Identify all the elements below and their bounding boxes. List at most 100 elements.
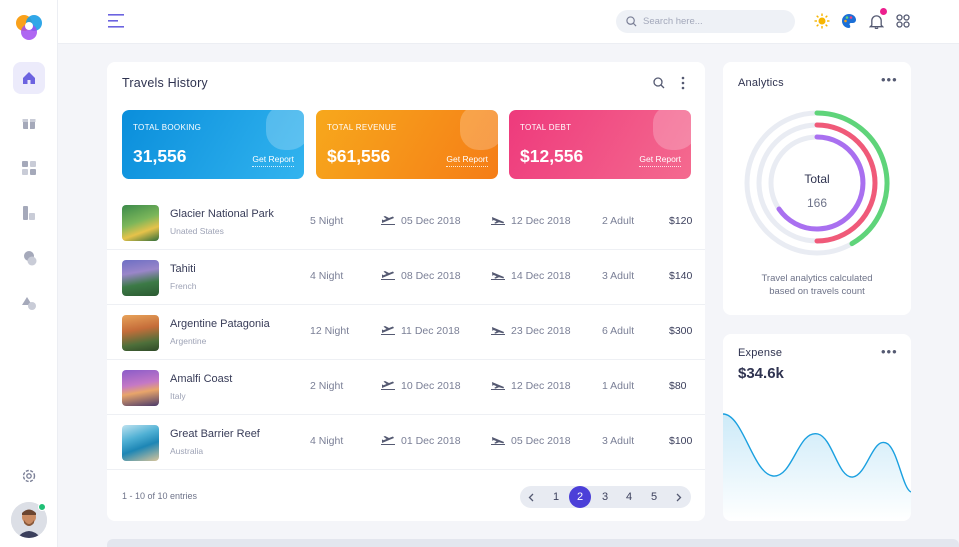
search-icon[interactable]: [653, 77, 665, 89]
destination-location: French: [170, 281, 197, 291]
next-page-button[interactable]: [668, 486, 690, 508]
prev-page-button[interactable]: [520, 486, 542, 508]
departure-date: 05 Dec 2018: [401, 215, 461, 227]
destination-thumbnail: [122, 425, 159, 461]
destination-name: Amalfi Coast: [170, 373, 233, 385]
price: $300: [669, 325, 693, 337]
table-row[interactable]: Amalfi Coast Italy 2 Night 10 Dec 2018 1…: [107, 360, 705, 415]
sidebar: [0, 0, 58, 547]
page-button-1[interactable]: 1: [552, 491, 560, 503]
table-row[interactable]: Tahiti French 4 Night 08 Dec 2018 14 Dec…: [107, 250, 705, 305]
hamburger-menu-icon[interactable]: [108, 13, 124, 29]
adults: 3 Adult: [602, 270, 635, 282]
theme-toggle-button[interactable]: [813, 12, 831, 30]
plane-departure-icon: [381, 436, 395, 445]
destination-thumbnail: [122, 260, 159, 296]
brand-logo-icon[interactable]: [14, 12, 44, 42]
docs-icon: [23, 206, 35, 220]
stat-label: TOTAL REVENUE: [327, 123, 397, 132]
expense-sparkline: [723, 413, 911, 521]
destination-thumbnail: [122, 205, 159, 241]
destination-thumbnail: [122, 370, 159, 406]
departure-date: 08 Dec 2018: [401, 270, 461, 282]
gift-icon: [22, 119, 36, 129]
more-horizontal-icon[interactable]: •••: [881, 72, 898, 87]
page-button-2[interactable]: 2: [569, 486, 591, 508]
destination-name: Great Barrier Reef: [170, 428, 260, 440]
stat-total-debt: TOTAL DEBT $12,556 Get Report: [509, 110, 691, 179]
sidebar-item-grid[interactable]: [13, 152, 45, 184]
destination-location: Argentine: [170, 336, 207, 346]
sun-icon: [814, 13, 830, 29]
destination-name: Glacier National Park: [170, 208, 274, 220]
top-bar: [58, 0, 959, 44]
card-title: Travels History: [122, 76, 208, 90]
settings-button[interactable]: [13, 460, 45, 492]
plane-arrival-icon: [491, 217, 505, 225]
destination-name: Argentine Patagonia: [170, 318, 270, 330]
get-report-link[interactable]: Get Report: [639, 154, 681, 167]
table-row[interactable]: Glacier National Park Unated States 5 Ni…: [107, 195, 705, 250]
entries-count: 1 - 10 of 10 entries: [122, 491, 198, 501]
notifications-button[interactable]: [867, 12, 885, 30]
nights: 4 Night: [310, 435, 344, 447]
search-icon: [626, 16, 637, 27]
adults: 1 Adult: [602, 380, 635, 392]
page-button-5[interactable]: 5: [650, 491, 658, 503]
bell-icon: [868, 14, 884, 29]
departure-date: 10 Dec 2018: [401, 380, 461, 392]
sidebar-item-circles[interactable]: [13, 242, 45, 274]
analytics-ring-chart: [744, 110, 890, 256]
page-button-4[interactable]: 4: [625, 491, 633, 503]
destination-location: Unated States: [170, 226, 224, 236]
plane-departure-icon: [381, 216, 395, 225]
card-title: Analytics: [738, 77, 784, 89]
sparkline-area: [723, 414, 911, 521]
stat-value: 31,556: [133, 146, 187, 166]
search-input[interactable]: [643, 16, 783, 27]
destination-name: Tahiti: [170, 263, 196, 275]
travels-history-card: Travels History TOTAL BOOKING 31,556 Get…: [107, 62, 705, 521]
more-horizontal-icon[interactable]: •••: [881, 344, 898, 359]
arrival-date: 23 Dec 2018: [511, 325, 571, 337]
plane-arrival-icon: [491, 382, 505, 390]
arrival-date: 05 Dec 2018: [511, 435, 571, 447]
destination-thumbnail: [122, 315, 159, 351]
ring-arc-inner: [776, 134, 866, 232]
stat-value: $61,556: [327, 146, 391, 166]
ring-center-label: Total: [804, 172, 830, 186]
online-status-dot: [38, 503, 46, 511]
home-icon: [23, 72, 35, 84]
stat-value: $12,556: [520, 146, 584, 166]
get-report-link[interactable]: Get Report: [446, 154, 488, 167]
shapes-icon: [22, 297, 36, 310]
plane-departure-icon: [381, 326, 395, 335]
price: $80: [669, 380, 687, 392]
search-box[interactable]: [616, 10, 795, 33]
pagination: 1 2 3 4 5: [520, 486, 691, 508]
price: $120: [669, 215, 693, 227]
apps-button[interactable]: [894, 12, 912, 30]
decorative-blob: [653, 110, 691, 150]
sidebar-item-docs[interactable]: [13, 197, 45, 229]
nights: 2 Night: [310, 380, 344, 392]
adults: 6 Adult: [602, 325, 635, 337]
ring-arc-middle: [814, 122, 878, 244]
table-row[interactable]: Great Barrier Reef Australia 4 Night 01 …: [107, 415, 705, 470]
page-button-3[interactable]: 3: [601, 491, 609, 503]
nights: 12 Night: [310, 325, 350, 337]
destination-location: Italy: [170, 391, 186, 401]
apps-grid-icon: [896, 14, 910, 28]
table-row[interactable]: Argentine Patagonia Argentine 12 Night 1…: [107, 305, 705, 360]
plane-arrival-icon: [491, 437, 505, 445]
more-vertical-icon[interactable]: [680, 76, 686, 90]
card-title: Expense: [738, 347, 783, 359]
palette-button[interactable]: [840, 12, 858, 30]
sidebar-item-gift[interactable]: [13, 107, 45, 139]
nights: 5 Night: [310, 215, 344, 227]
price: $140: [669, 270, 693, 282]
stat-label: TOTAL DEBT: [520, 123, 572, 132]
get-report-link[interactable]: Get Report: [252, 154, 294, 167]
sidebar-item-home[interactable]: [13, 62, 45, 94]
sidebar-item-shapes[interactable]: [13, 287, 45, 319]
